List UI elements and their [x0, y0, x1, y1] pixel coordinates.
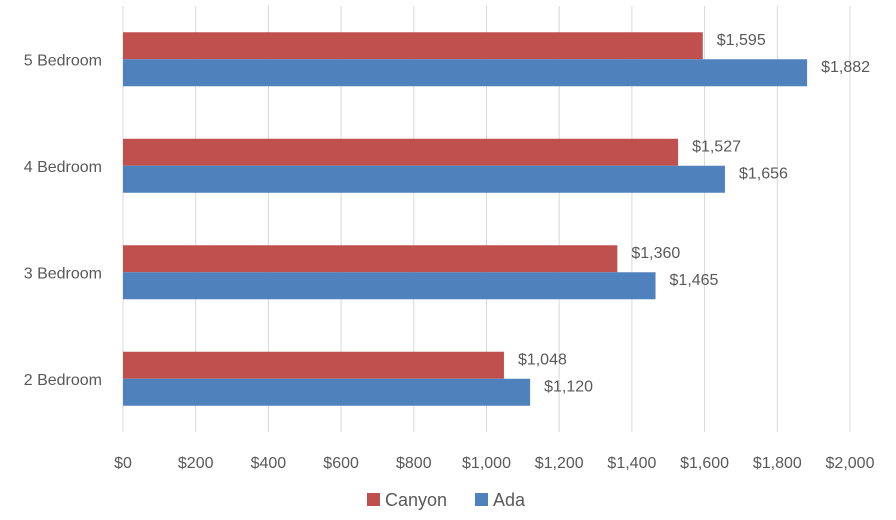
legend: Canyon Ada	[367, 490, 526, 510]
bar-ada-3-bedroom	[123, 272, 656, 300]
x-tick-label: $200	[178, 455, 214, 472]
data-label-canyon-5-bedroom: $1,595	[717, 32, 766, 49]
x-axis-ticks: $0 $200 $400 $600 $800 $1,000 $1,200 $1,400 $1,6…	[114, 455, 874, 472]
bars	[123, 32, 808, 406]
category-label-3-bedroom: 3 Bedroom	[24, 265, 102, 282]
category-label-5-bedroom: 5 Bedroom	[24, 52, 102, 69]
data-label-canyon-4-bedroom: $1,527	[692, 138, 741, 155]
data-label-ada-3-bedroom: $1,465	[670, 272, 719, 289]
legend-swatch-canyon	[367, 493, 380, 506]
x-tick-label: $600	[323, 455, 359, 472]
bar-ada-5-bedroom	[123, 59, 808, 87]
category-label-4-bedroom: 4 Bedroom	[24, 159, 102, 176]
data-label-canyon-3-bedroom: $1,360	[631, 245, 680, 262]
bar-canyon-5-bedroom	[123, 32, 703, 60]
data-label-ada-2-bedroom: $1,120	[544, 378, 593, 395]
x-tick-label: $0	[114, 455, 132, 472]
x-tick-label: $2,000	[826, 455, 875, 472]
x-tick-label: $800	[396, 455, 432, 472]
data-label-canyon-2-bedroom: $1,048	[518, 351, 567, 368]
x-tick-label: $1,000	[462, 455, 511, 472]
data-labels: $1,048 $1,120 $1,360 $1,465 $1,527 $1,656 $1,5…	[518, 32, 870, 396]
bar-ada-2-bedroom	[123, 378, 531, 406]
x-tick-label: $400	[251, 455, 287, 472]
data-label-ada-5-bedroom: $1,882	[821, 59, 870, 76]
legend-label-ada: Ada	[493, 490, 526, 510]
legend-swatch-ada	[475, 493, 488, 506]
category-label-2-bedroom: 2 Bedroom	[24, 372, 102, 389]
category-labels: 2 Bedroom 3 Bedroom 4 Bedroom 5 Bedroom	[24, 52, 102, 389]
data-label-ada-4-bedroom: $1,656	[739, 165, 788, 182]
bar-ada-4-bedroom	[123, 165, 725, 193]
x-tick-label: $1,200	[535, 455, 584, 472]
bar-canyon-2-bedroom	[123, 351, 504, 379]
x-tick-label: $1,400	[607, 455, 656, 472]
bar-canyon-4-bedroom	[123, 138, 679, 166]
x-tick-label: $1,800	[753, 455, 802, 472]
legend-label-canyon: Canyon	[385, 490, 447, 510]
bar-canyon-3-bedroom	[123, 245, 618, 273]
x-tick-label: $1,600	[680, 455, 729, 472]
